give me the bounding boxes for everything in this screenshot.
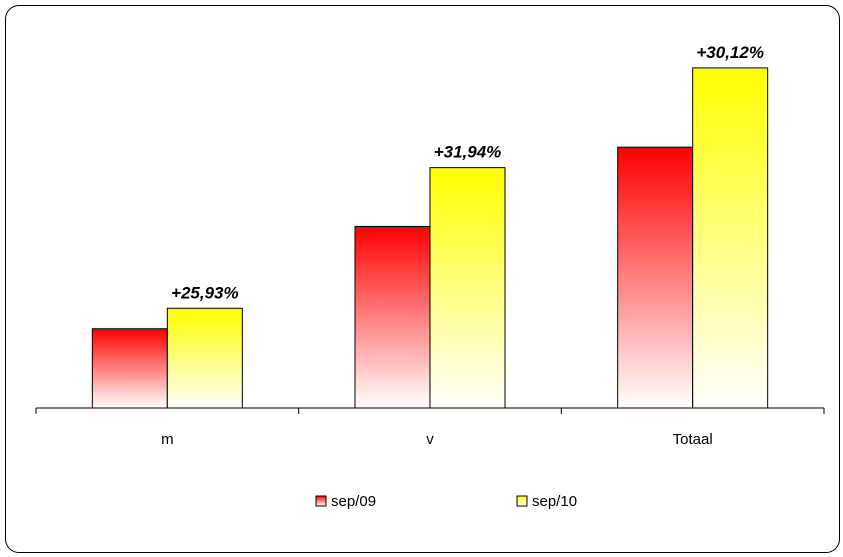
legend: sep/09 sep/10 xyxy=(315,493,577,510)
category-label-m: m xyxy=(161,431,174,448)
data-label-v: +31,94% xyxy=(434,143,502,162)
category-label-v: v xyxy=(426,431,434,448)
legend-swatch-sep10 xyxy=(516,495,528,507)
data-label-m: +25,93% xyxy=(171,283,239,302)
bar-v-sep09 xyxy=(354,225,431,409)
bar-m-sep10 xyxy=(166,307,243,409)
bar-v-sep10 xyxy=(429,167,506,409)
bar-totaal-sep10 xyxy=(692,67,769,409)
legend-swatch-sep09 xyxy=(315,495,327,507)
bar-totaal-sep09 xyxy=(617,146,694,409)
category-label-totaal: Totaal xyxy=(673,431,713,448)
legend-label-sep09: sep/09 xyxy=(331,493,376,510)
legend-label-sep10: sep/10 xyxy=(532,493,577,510)
bar-m-sep09 xyxy=(91,328,168,409)
data-label-totaal: +30,12% xyxy=(696,43,764,62)
